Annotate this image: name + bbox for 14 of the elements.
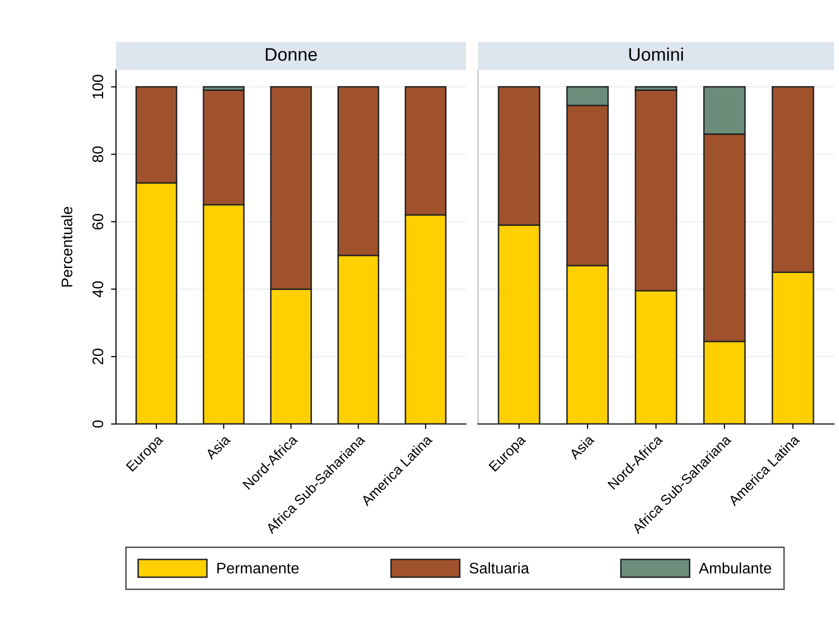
legend-label: Saltuaria [470,562,530,574]
chart-title: Uomini [629,48,683,61]
legend-label: Permanente [217,562,299,574]
x-tick-label: Asia [568,434,595,460]
x-tick-label: Asia [204,434,231,460]
y-tick-label: 100 [92,74,104,98]
y-tick-label: 40 [92,281,104,298]
chart-title: Donne [266,48,317,61]
legend-label: Ambulante [698,562,772,574]
y-axis-title: Percentuale [61,206,72,287]
y-tick-label: 0 [92,420,104,428]
y-tick-label: 20 [92,348,104,364]
y-tick-label: 60 [92,214,104,230]
y-tick-label: 80 [92,146,104,162]
